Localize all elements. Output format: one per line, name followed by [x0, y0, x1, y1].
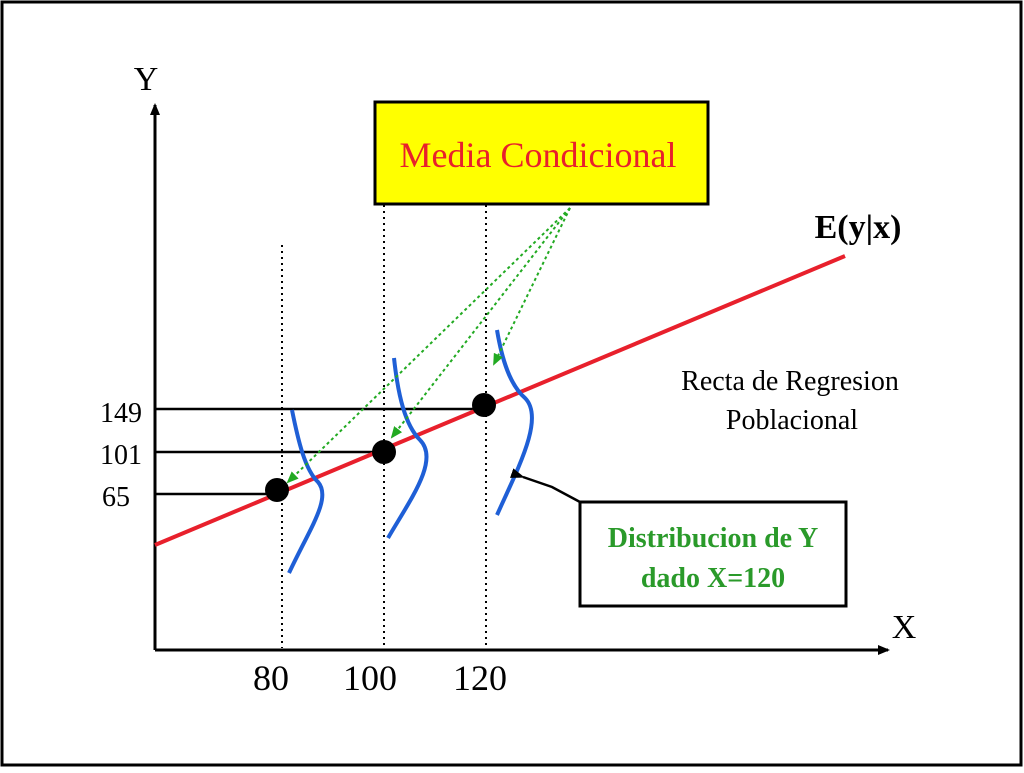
distribution-curve-120 — [495, 329, 535, 516]
x-axis-label: X — [892, 609, 917, 646]
expectation-label: E(y|x) — [815, 209, 902, 246]
media-condicional-box — [373, 100, 710, 206]
point-120-149 — [472, 393, 496, 417]
distribution-label-box — [578, 500, 848, 608]
y-tick-label-101: 101 — [100, 440, 142, 471]
x-tick-label-80: 80 — [253, 658, 289, 698]
y-tick-label-65: 65 — [102, 482, 130, 513]
point-80-65 — [265, 478, 289, 502]
distribution-label-line2: dado X=120 — [641, 563, 785, 594]
callout-arrow-to-120 — [493, 207, 571, 366]
distribution-curve-80 — [287, 409, 325, 574]
y-axis-label: Y — [134, 61, 159, 98]
y-tick-label-149: 149 — [100, 398, 142, 429]
x-tick-label-120: 120 — [453, 658, 507, 698]
point-100-101 — [372, 440, 396, 464]
x-tick-label-100: 100 — [343, 658, 397, 698]
callout-arrow-to-100 — [390, 207, 571, 439]
distribution-pointer-arrow — [510, 468, 581, 504]
regression-label-line2: Poblacional — [726, 405, 858, 436]
regression-label-line1: Recta de Regresion — [681, 366, 899, 397]
distribution-curve-100 — [386, 357, 429, 540]
distribution-label-line1: Distribucion de Y — [608, 523, 819, 554]
media-condicional-label: Media Condicional — [400, 135, 677, 175]
